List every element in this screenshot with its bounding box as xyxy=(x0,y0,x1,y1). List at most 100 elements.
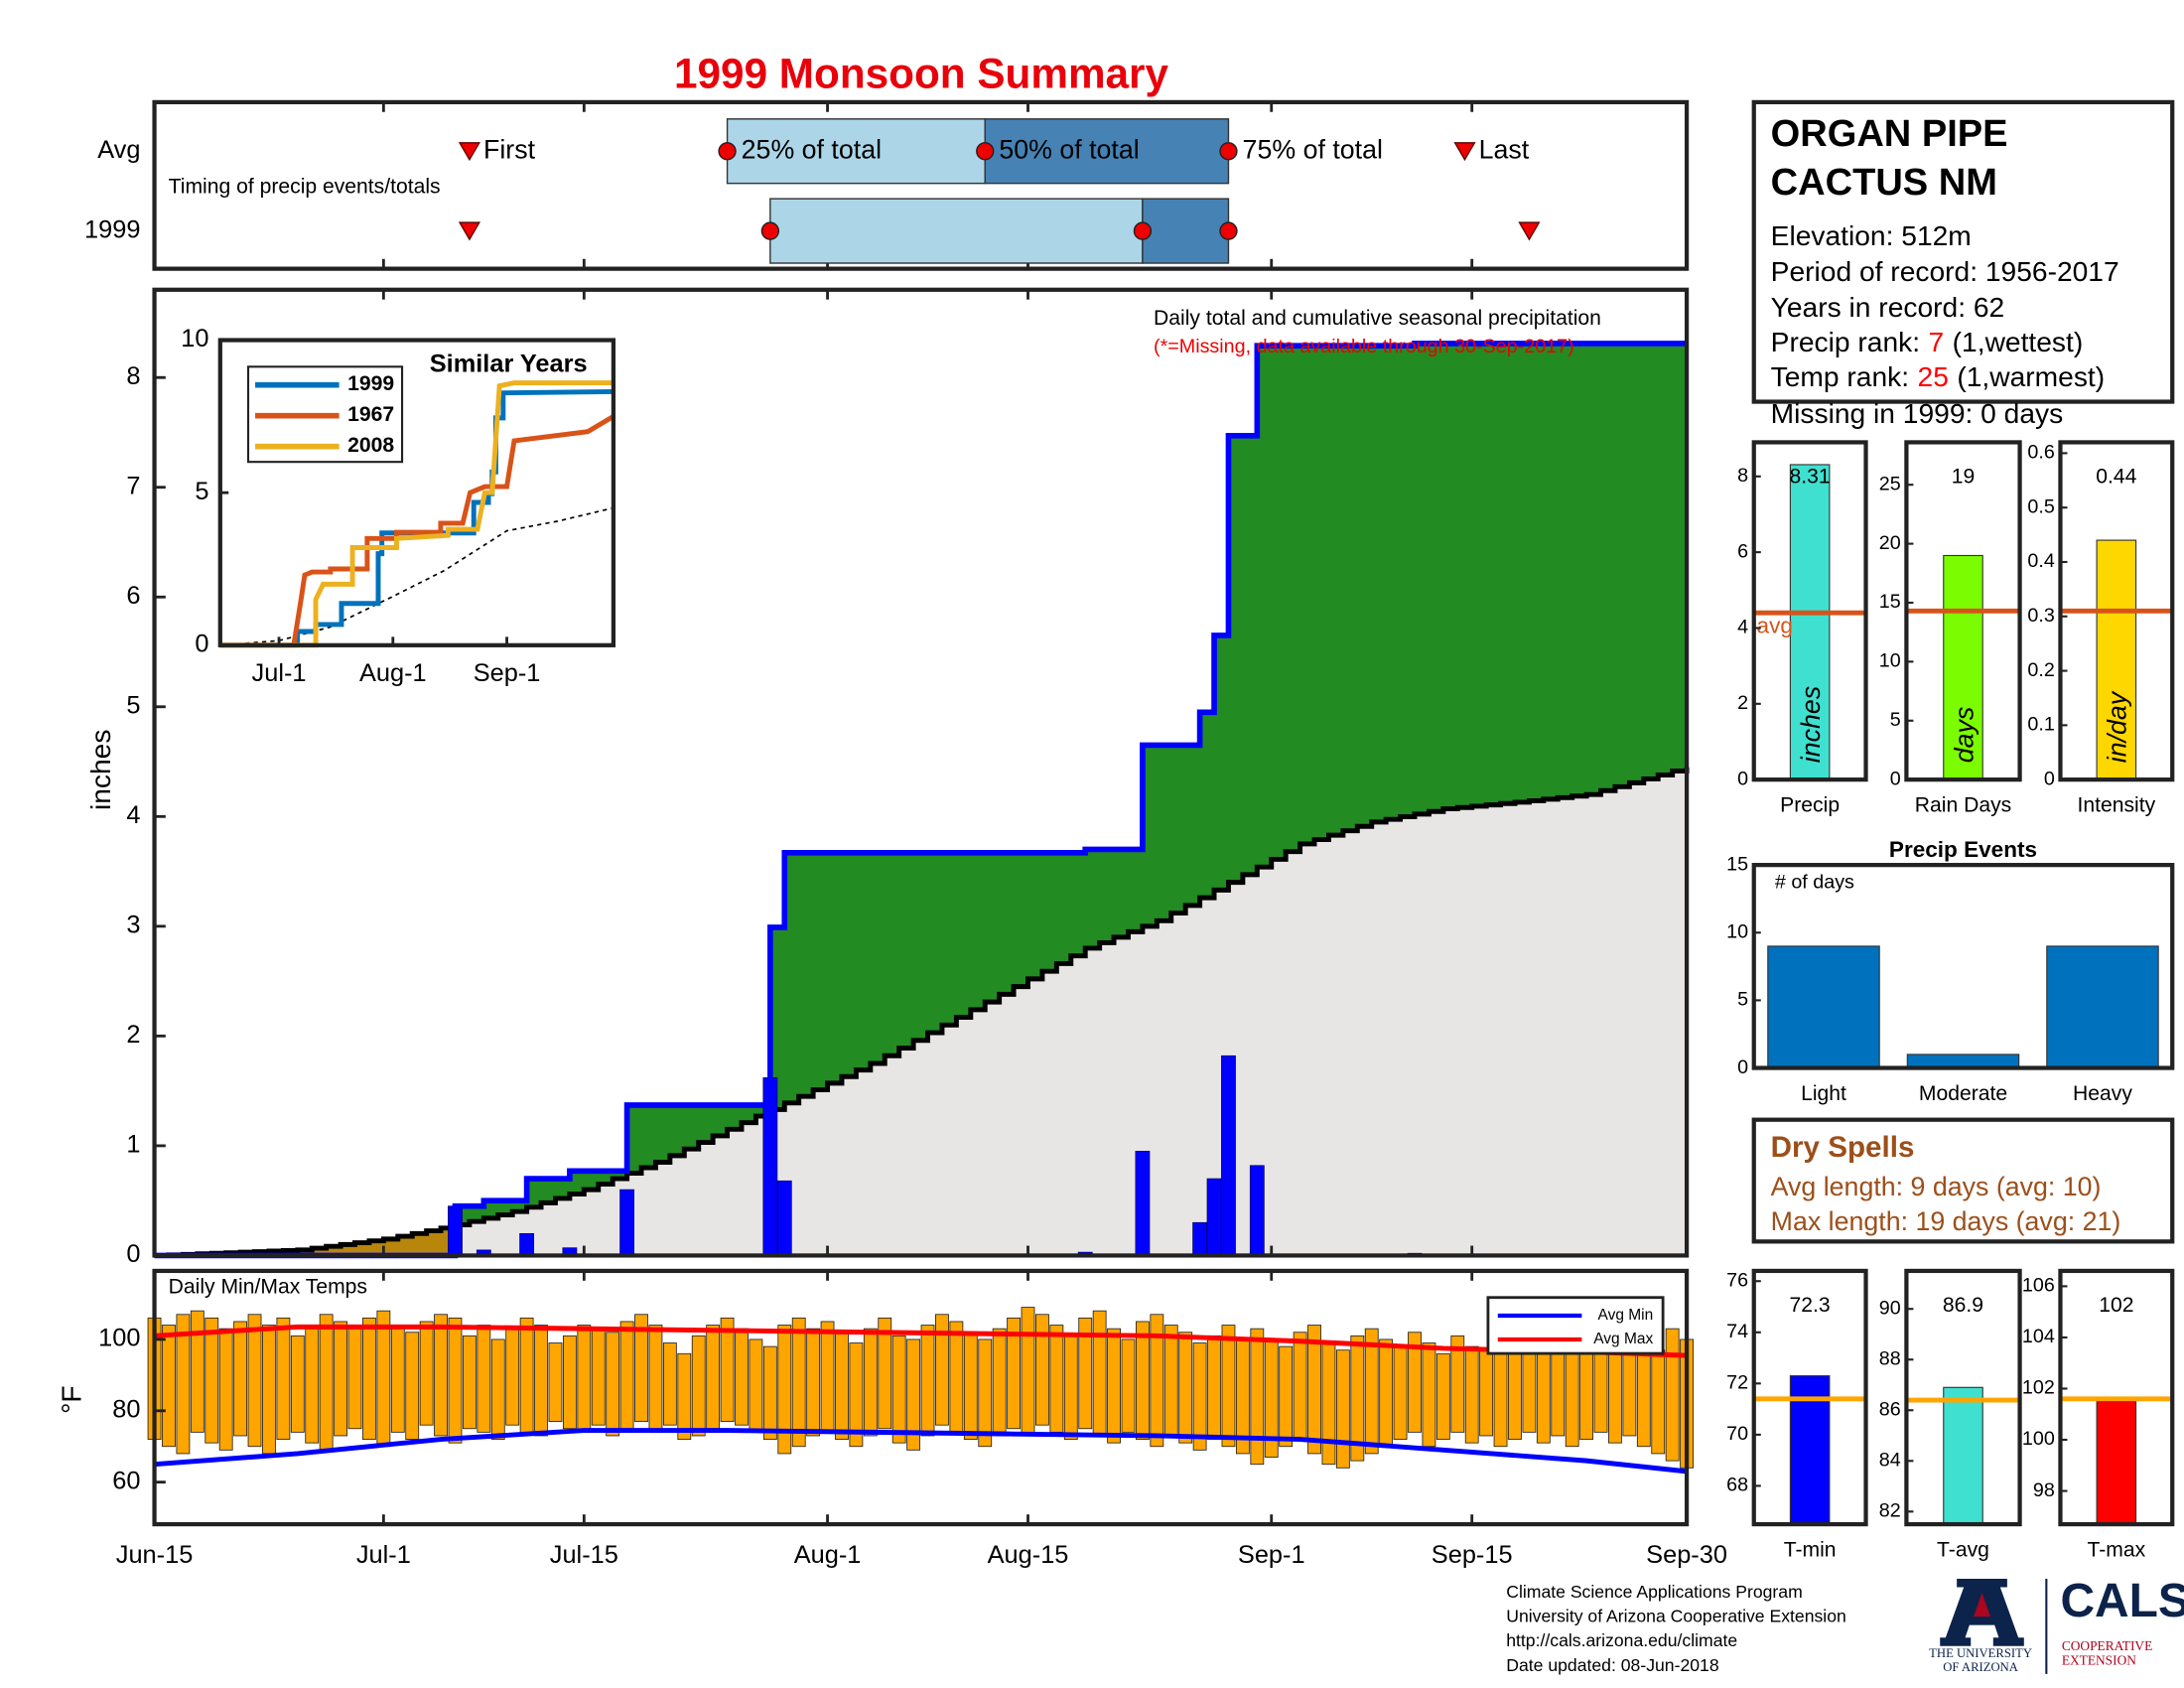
temp-bar xyxy=(362,1317,376,1440)
x-tick-label: Light xyxy=(1801,1082,1846,1105)
temp-bar xyxy=(806,1328,821,1437)
footer-line: http://cals.arizona.edu/climate xyxy=(1506,1630,1737,1650)
temp-bar xyxy=(677,1352,692,1440)
temp-bar xyxy=(1350,1335,1365,1462)
x-tick-label: Aug-1 xyxy=(794,1541,862,1569)
y-tick-label: 100 xyxy=(98,1325,140,1352)
avg-label: avg xyxy=(1757,613,1793,637)
y-tick-label: 8 xyxy=(1737,465,1748,487)
footer-line: Climate Science Applications Program xyxy=(1506,1582,1803,1602)
temp-bar xyxy=(1163,1325,1178,1437)
bar xyxy=(1789,464,1831,780)
info-line: Period of record: 1956-2017 xyxy=(1771,255,2119,287)
avg-temp-line xyxy=(154,1428,1688,1475)
y-tick-label: 0.4 xyxy=(2027,550,2054,572)
timing-marker xyxy=(1219,142,1238,161)
temp-bar xyxy=(1464,1345,1479,1444)
temp-bar xyxy=(963,1332,978,1440)
dry-spells-line: Max length: 19 days (avg: 21) xyxy=(1771,1206,2121,1236)
x-tick-label: Aug-15 xyxy=(988,1541,1069,1569)
temp-bar xyxy=(1651,1349,1666,1455)
temp-bar xyxy=(1393,1345,1408,1440)
y-axis-label: °F xyxy=(55,1385,86,1414)
frame xyxy=(152,99,1690,271)
footer-line: University of Arizona Cooperative Extens… xyxy=(1506,1606,1846,1625)
temp-bar xyxy=(305,1328,320,1444)
avg-line xyxy=(219,506,614,646)
logo-text: THE UNIVERSITY xyxy=(1929,1646,2032,1660)
x-tick-label: Sep-1 xyxy=(474,659,541,687)
temp-bar xyxy=(735,1328,749,1426)
timing-bar xyxy=(1142,198,1230,264)
logo-text: EXTENSION xyxy=(2062,1652,2136,1667)
y-tick-label: 84 xyxy=(1879,1450,1901,1472)
temp-bar xyxy=(334,1321,348,1437)
timing-marker xyxy=(976,142,995,161)
x-tick-label: T-max xyxy=(2087,1538,2145,1561)
frame xyxy=(152,1268,1690,1527)
y-tick-label: 68 xyxy=(1726,1475,1748,1496)
temp-bar xyxy=(1121,1338,1136,1433)
temp-bar xyxy=(720,1317,735,1423)
value-label: 102 xyxy=(2099,1294,2133,1317)
temp-bar xyxy=(863,1328,878,1437)
x-tick-label: T-avg xyxy=(1937,1538,1989,1561)
temp-bar xyxy=(477,1325,491,1433)
chart-title: Daily Min/Max Temps xyxy=(169,1275,367,1298)
y-tick-label: 6 xyxy=(1737,540,1748,562)
y-tick-label: 80 xyxy=(112,1396,140,1424)
y-tick-label: 102 xyxy=(2022,1377,2055,1399)
y-tick-label: 90 xyxy=(1879,1297,1901,1319)
y-axis-label: inches xyxy=(84,730,116,810)
temp-bar xyxy=(534,1325,548,1437)
x-tick-label: Jul-1 xyxy=(252,659,307,687)
y-tick-label: 5 xyxy=(126,691,140,719)
bar xyxy=(2096,1400,2137,1525)
rank-label: Precip rank: xyxy=(1771,326,1920,357)
temp-bar xyxy=(949,1321,964,1433)
rank-note: (1,wettest) xyxy=(1953,326,2084,357)
frame xyxy=(1751,863,2175,1070)
x-tick-label: Jun-15 xyxy=(116,1541,194,1569)
temp-bar xyxy=(162,1325,176,1448)
temp-bar xyxy=(591,1328,606,1426)
y-tick-label: 0 xyxy=(195,631,208,658)
unit-label: in/day xyxy=(2103,690,2132,763)
temp-bar xyxy=(1207,1335,1221,1440)
cumulative-line xyxy=(154,341,1688,1259)
y-tick-label: 72 xyxy=(1726,1372,1748,1394)
temp-bar xyxy=(662,1342,677,1426)
frame xyxy=(2058,1268,2175,1527)
y-tick-label: 0 xyxy=(1890,768,1901,789)
daily-precip-bar xyxy=(1192,1221,1208,1256)
temp-bar xyxy=(1107,1328,1121,1444)
unit-label: inches xyxy=(1796,686,1826,763)
timing-triangle xyxy=(458,221,481,241)
temp-bar xyxy=(1565,1352,1579,1448)
x-tick-label: Sep-1 xyxy=(1238,1541,1305,1569)
temp-bar xyxy=(1192,1342,1207,1451)
temp-bar xyxy=(463,1335,477,1430)
y-tick-label: 6 xyxy=(126,582,140,610)
timing-bar xyxy=(726,118,986,185)
y-tick-label: 100 xyxy=(2022,1428,2055,1450)
daily-precip-bar xyxy=(1221,1055,1236,1256)
legend-label: Avg Min xyxy=(1598,1307,1654,1324)
marker-label: First xyxy=(483,134,536,164)
value-label: 86.9 xyxy=(1943,1294,1983,1317)
y-tick-label: 10 xyxy=(181,325,208,352)
y-tick-label: 98 xyxy=(2033,1479,2055,1501)
info-line: Elevation: 512m xyxy=(1771,219,1972,251)
temp-bar xyxy=(606,1332,620,1437)
temp-bar xyxy=(376,1310,391,1448)
y-tick-label: 0 xyxy=(1737,1056,1748,1078)
temp-bar xyxy=(548,1342,563,1423)
base-area xyxy=(154,767,1688,1256)
x-tick-label: Moderate xyxy=(1919,1082,2007,1105)
avg-cumulative-line xyxy=(154,767,1690,1258)
temp-bar xyxy=(992,1328,1007,1433)
y-tick-label: 2 xyxy=(126,1021,140,1049)
temp-bar xyxy=(1250,1328,1265,1466)
y-tick-label: 4 xyxy=(1737,617,1748,638)
